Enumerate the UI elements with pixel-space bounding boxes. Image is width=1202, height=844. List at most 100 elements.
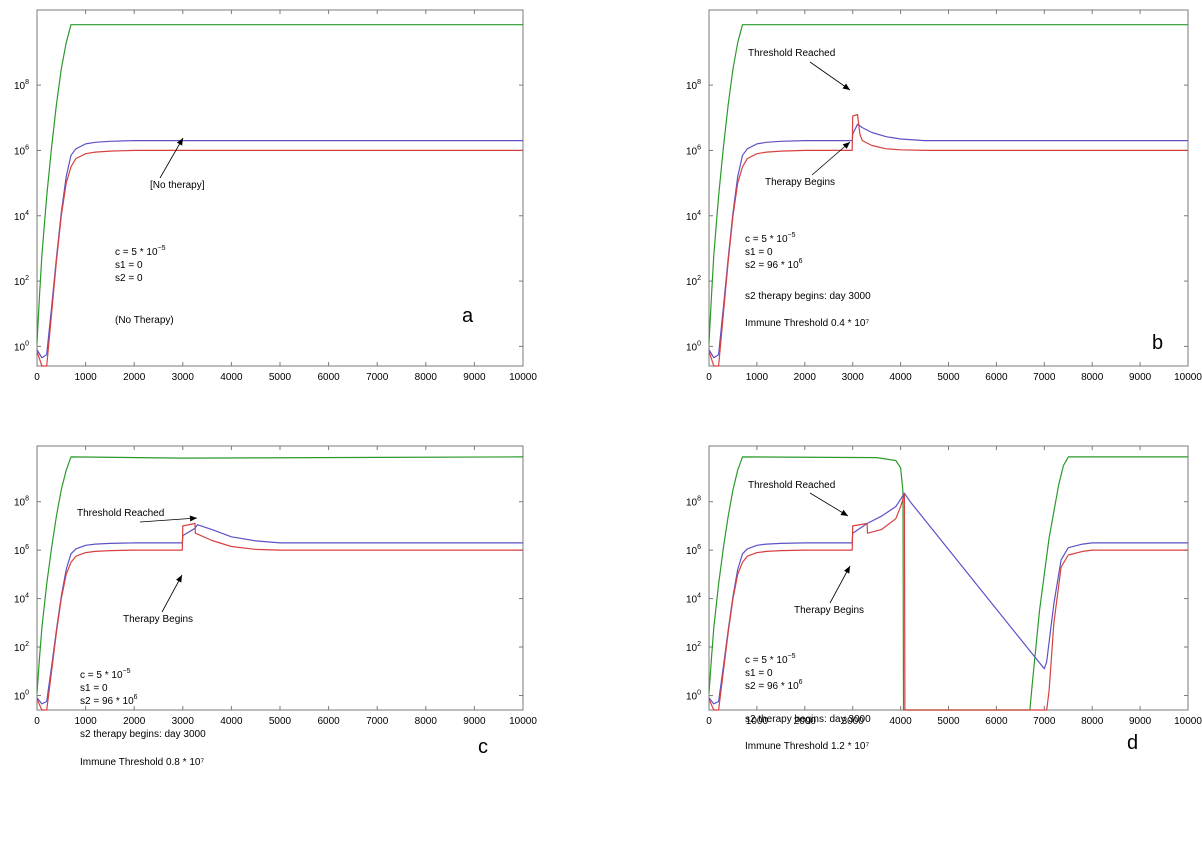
y-tick-base: 10 bbox=[14, 691, 26, 702]
parameter-text: c = 5 * 10 bbox=[80, 670, 123, 681]
arrow-label: Therapy Begins bbox=[123, 614, 193, 625]
y-tick-label: 106 bbox=[14, 144, 29, 157]
y-tick-exponent: 8 bbox=[25, 79, 29, 86]
x-tick-label: 2000 bbox=[123, 372, 146, 383]
y-tick-exponent: 2 bbox=[697, 641, 701, 648]
x-tick-label: 4000 bbox=[889, 372, 912, 383]
parameter-line: s1 = 0 bbox=[115, 260, 143, 271]
parameter-line: c = 5 * 10−5 bbox=[745, 653, 796, 666]
arrow-head bbox=[842, 83, 850, 90]
y-tick-label: 104 bbox=[14, 593, 29, 606]
y-tick-exponent: 0 bbox=[25, 689, 29, 696]
x-tick-label: 4000 bbox=[220, 716, 243, 727]
x-tick-label: 7000 bbox=[1033, 716, 1056, 727]
y-tick-base: 10 bbox=[686, 498, 698, 509]
y-tick-exponent: 6 bbox=[25, 544, 29, 551]
parameter-line: s1 = 0 bbox=[745, 247, 773, 258]
x-tick-label: 3000 bbox=[842, 716, 865, 727]
y-tick-exponent: 8 bbox=[697, 496, 701, 503]
series-blue-line bbox=[36, 140, 523, 359]
x-tick-label: 1000 bbox=[74, 716, 97, 727]
y-tick-base: 10 bbox=[14, 81, 26, 92]
x-tick-label: 10000 bbox=[1174, 716, 1202, 727]
x-axis: 0 1000 2000 3000 4000 5000 6000 7000 8000 9000 100… bbox=[34, 10, 537, 383]
y-tick-label: 102 bbox=[14, 641, 29, 654]
y-tick-label: 104 bbox=[686, 593, 701, 606]
x-tick-label: 6000 bbox=[985, 716, 1008, 727]
panel-d: 0 1000 2000 3000 4000 5000 6000 7000 8000 9000 100… bbox=[686, 445, 1202, 754]
arrow-label: [No therapy] bbox=[150, 180, 205, 191]
y-tick-label: 102 bbox=[686, 275, 701, 288]
series-red-line bbox=[708, 493, 1188, 711]
y-tick-label: 100 bbox=[686, 340, 701, 353]
y-tick-label: 102 bbox=[14, 275, 29, 288]
y-tick-exponent: 8 bbox=[697, 79, 701, 86]
y-tick-base: 10 bbox=[14, 595, 26, 606]
y-tick-label: 106 bbox=[686, 144, 701, 157]
y-tick-label: 100 bbox=[14, 340, 29, 353]
series-blue-line bbox=[708, 492, 1188, 705]
x-tick-label: 7000 bbox=[366, 716, 389, 727]
panel-a: 0 1000 2000 3000 4000 5000 6000 7000 8000 9000 100… bbox=[14, 9, 537, 383]
y-tick-base: 10 bbox=[686, 643, 698, 654]
annotation-arrow bbox=[811, 141, 851, 176]
arrow-label: Threshold Reached bbox=[748, 48, 835, 59]
y-tick-base: 10 bbox=[686, 342, 698, 353]
x-tick-label: 10000 bbox=[1174, 372, 1202, 383]
x-tick-label: 8000 bbox=[415, 716, 438, 727]
x-tick-label: 0 bbox=[706, 372, 712, 383]
panel-c: 0 1000 2000 3000 4000 5000 6000 7000 8000 9000 100… bbox=[14, 445, 537, 768]
y-tick-base: 10 bbox=[686, 81, 698, 92]
y-tick-exponent: 8 bbox=[25, 496, 29, 503]
arrow-head bbox=[842, 142, 850, 149]
y-tick-exponent: 4 bbox=[697, 593, 701, 600]
y-tick-label: 104 bbox=[14, 210, 29, 223]
x-tick-label: 5000 bbox=[937, 372, 960, 383]
y-tick-label: 100 bbox=[14, 689, 29, 702]
x-tick-label: 4000 bbox=[889, 716, 912, 727]
y-tick-base: 10 bbox=[686, 146, 698, 157]
x-tick-label: 6000 bbox=[317, 372, 340, 383]
series-green-line bbox=[708, 24, 1188, 344]
x-tick-label: 8000 bbox=[1081, 372, 1104, 383]
y-tick-exponent: 4 bbox=[697, 210, 701, 217]
annotation-arrow bbox=[829, 565, 851, 604]
annotation-note: Immune Threshold 0.4 * 10⁷ bbox=[745, 318, 869, 329]
y-tick-base: 10 bbox=[14, 212, 26, 223]
parameter-text: c = 5 * 10 bbox=[745, 655, 788, 666]
x-tick-label: 2000 bbox=[123, 716, 146, 727]
x-tick-label: 6000 bbox=[317, 716, 340, 727]
x-tick-label: 9000 bbox=[463, 372, 486, 383]
panel-letter: d bbox=[1127, 732, 1138, 754]
parameter-exponent: −5 bbox=[158, 245, 166, 252]
arrow-label: Threshold Reached bbox=[77, 508, 164, 519]
panel-letter: b bbox=[1152, 332, 1163, 354]
series-green-line bbox=[36, 456, 524, 694]
y-tick-label: 106 bbox=[686, 544, 701, 557]
y-tick-exponent: 0 bbox=[697, 340, 701, 347]
y-tick-exponent: 6 bbox=[697, 544, 701, 551]
annotation-note: s2 therapy begins: day 3000 bbox=[80, 729, 206, 740]
y-tick-label: 108 bbox=[14, 79, 29, 92]
x-tick-label: 5000 bbox=[269, 716, 292, 727]
annotation-note: Immune Threshold 0.8 * 10⁷ bbox=[80, 757, 204, 768]
y-tick-exponent: 6 bbox=[25, 144, 29, 151]
x-tick-label: 0 bbox=[34, 372, 40, 383]
parameter-line: s2 = 96 * 106 bbox=[745, 679, 803, 692]
y-tick-exponent: 4 bbox=[25, 210, 29, 217]
annotation-note: (No Therapy) bbox=[115, 315, 174, 326]
arrow-head bbox=[176, 138, 183, 146]
parameter-block: c = 5 * 10−5s1 = 0s2 = 96 * 106 bbox=[80, 668, 138, 707]
x-tick-label: 8000 bbox=[1081, 716, 1104, 727]
parameter-text: s1 = 0 bbox=[80, 683, 108, 694]
x-tick-label: 10000 bbox=[509, 716, 537, 727]
panel-b: 0 1000 2000 3000 4000 5000 6000 7000 8000 9000 100… bbox=[686, 9, 1202, 383]
annotation-arrow bbox=[809, 61, 851, 91]
arrow-head bbox=[176, 575, 182, 583]
y-tick-base: 10 bbox=[686, 277, 698, 288]
y-tick-exponent: 4 bbox=[25, 593, 29, 600]
parameter-text: s2 = 0 bbox=[115, 273, 143, 284]
parameter-line: s2 = 96 * 106 bbox=[745, 258, 803, 271]
x-tick-label: 4000 bbox=[220, 372, 243, 383]
